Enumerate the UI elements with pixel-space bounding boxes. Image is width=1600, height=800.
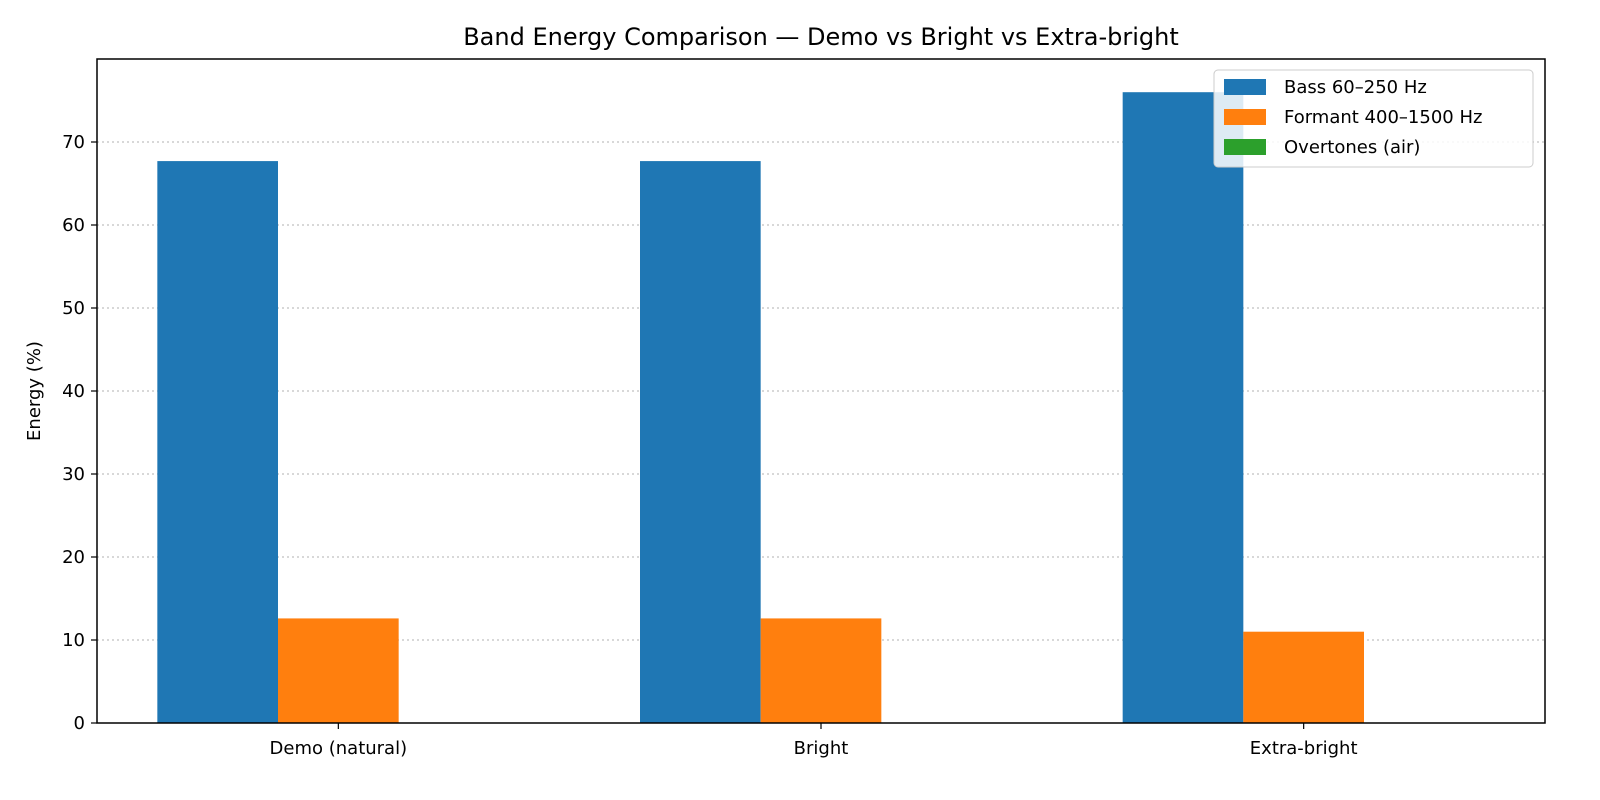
legend-box (1213, 69, 1534, 168)
x-tick-label: Demo (natural) (270, 738, 408, 759)
y-tick-label: 0 (74, 713, 85, 734)
y-tick-label: 50 (62, 298, 85, 319)
legend-label: Bass 60–250 Hz (1284, 77, 1427, 98)
y-tick-label: 30 (62, 464, 85, 485)
bar (1122, 92, 1244, 723)
x-tick-label: Extra-bright (1250, 738, 1358, 759)
bar (157, 161, 278, 724)
x-tick-label: Bright (794, 738, 849, 759)
y-axis: 0 10 20 30 40 50 60 70 (62, 132, 97, 734)
y-tick-label: 40 (62, 381, 85, 402)
legend: Bass 60–250 Hz Formant 400–1500 Hz Overton… (1213, 69, 1534, 168)
y-tick-label: 60 (62, 215, 85, 236)
y-axis-label: Energy (%) (24, 341, 45, 441)
bars (157, 92, 1364, 724)
legend-swatch (1224, 79, 1266, 95)
bar (1243, 631, 1364, 723)
bar (278, 618, 399, 723)
legend-swatch (1224, 109, 1266, 125)
legend-swatch (1224, 139, 1266, 155)
x-axis: Demo (natural) Bright Extra-bright (270, 723, 1358, 759)
gridlines (97, 141, 1545, 641)
y-tick-label: 70 (62, 132, 85, 153)
bar (640, 161, 761, 724)
legend-label: Overtones (air) (1284, 137, 1420, 158)
y-tick-label: 10 (62, 630, 85, 651)
chart-title: Band Energy Comparison — Demo vs Bright … (463, 23, 1179, 51)
legend-label: Formant 400–1500 Hz (1284, 107, 1482, 128)
y-tick-label: 20 (62, 547, 85, 568)
bar (760, 618, 882, 723)
